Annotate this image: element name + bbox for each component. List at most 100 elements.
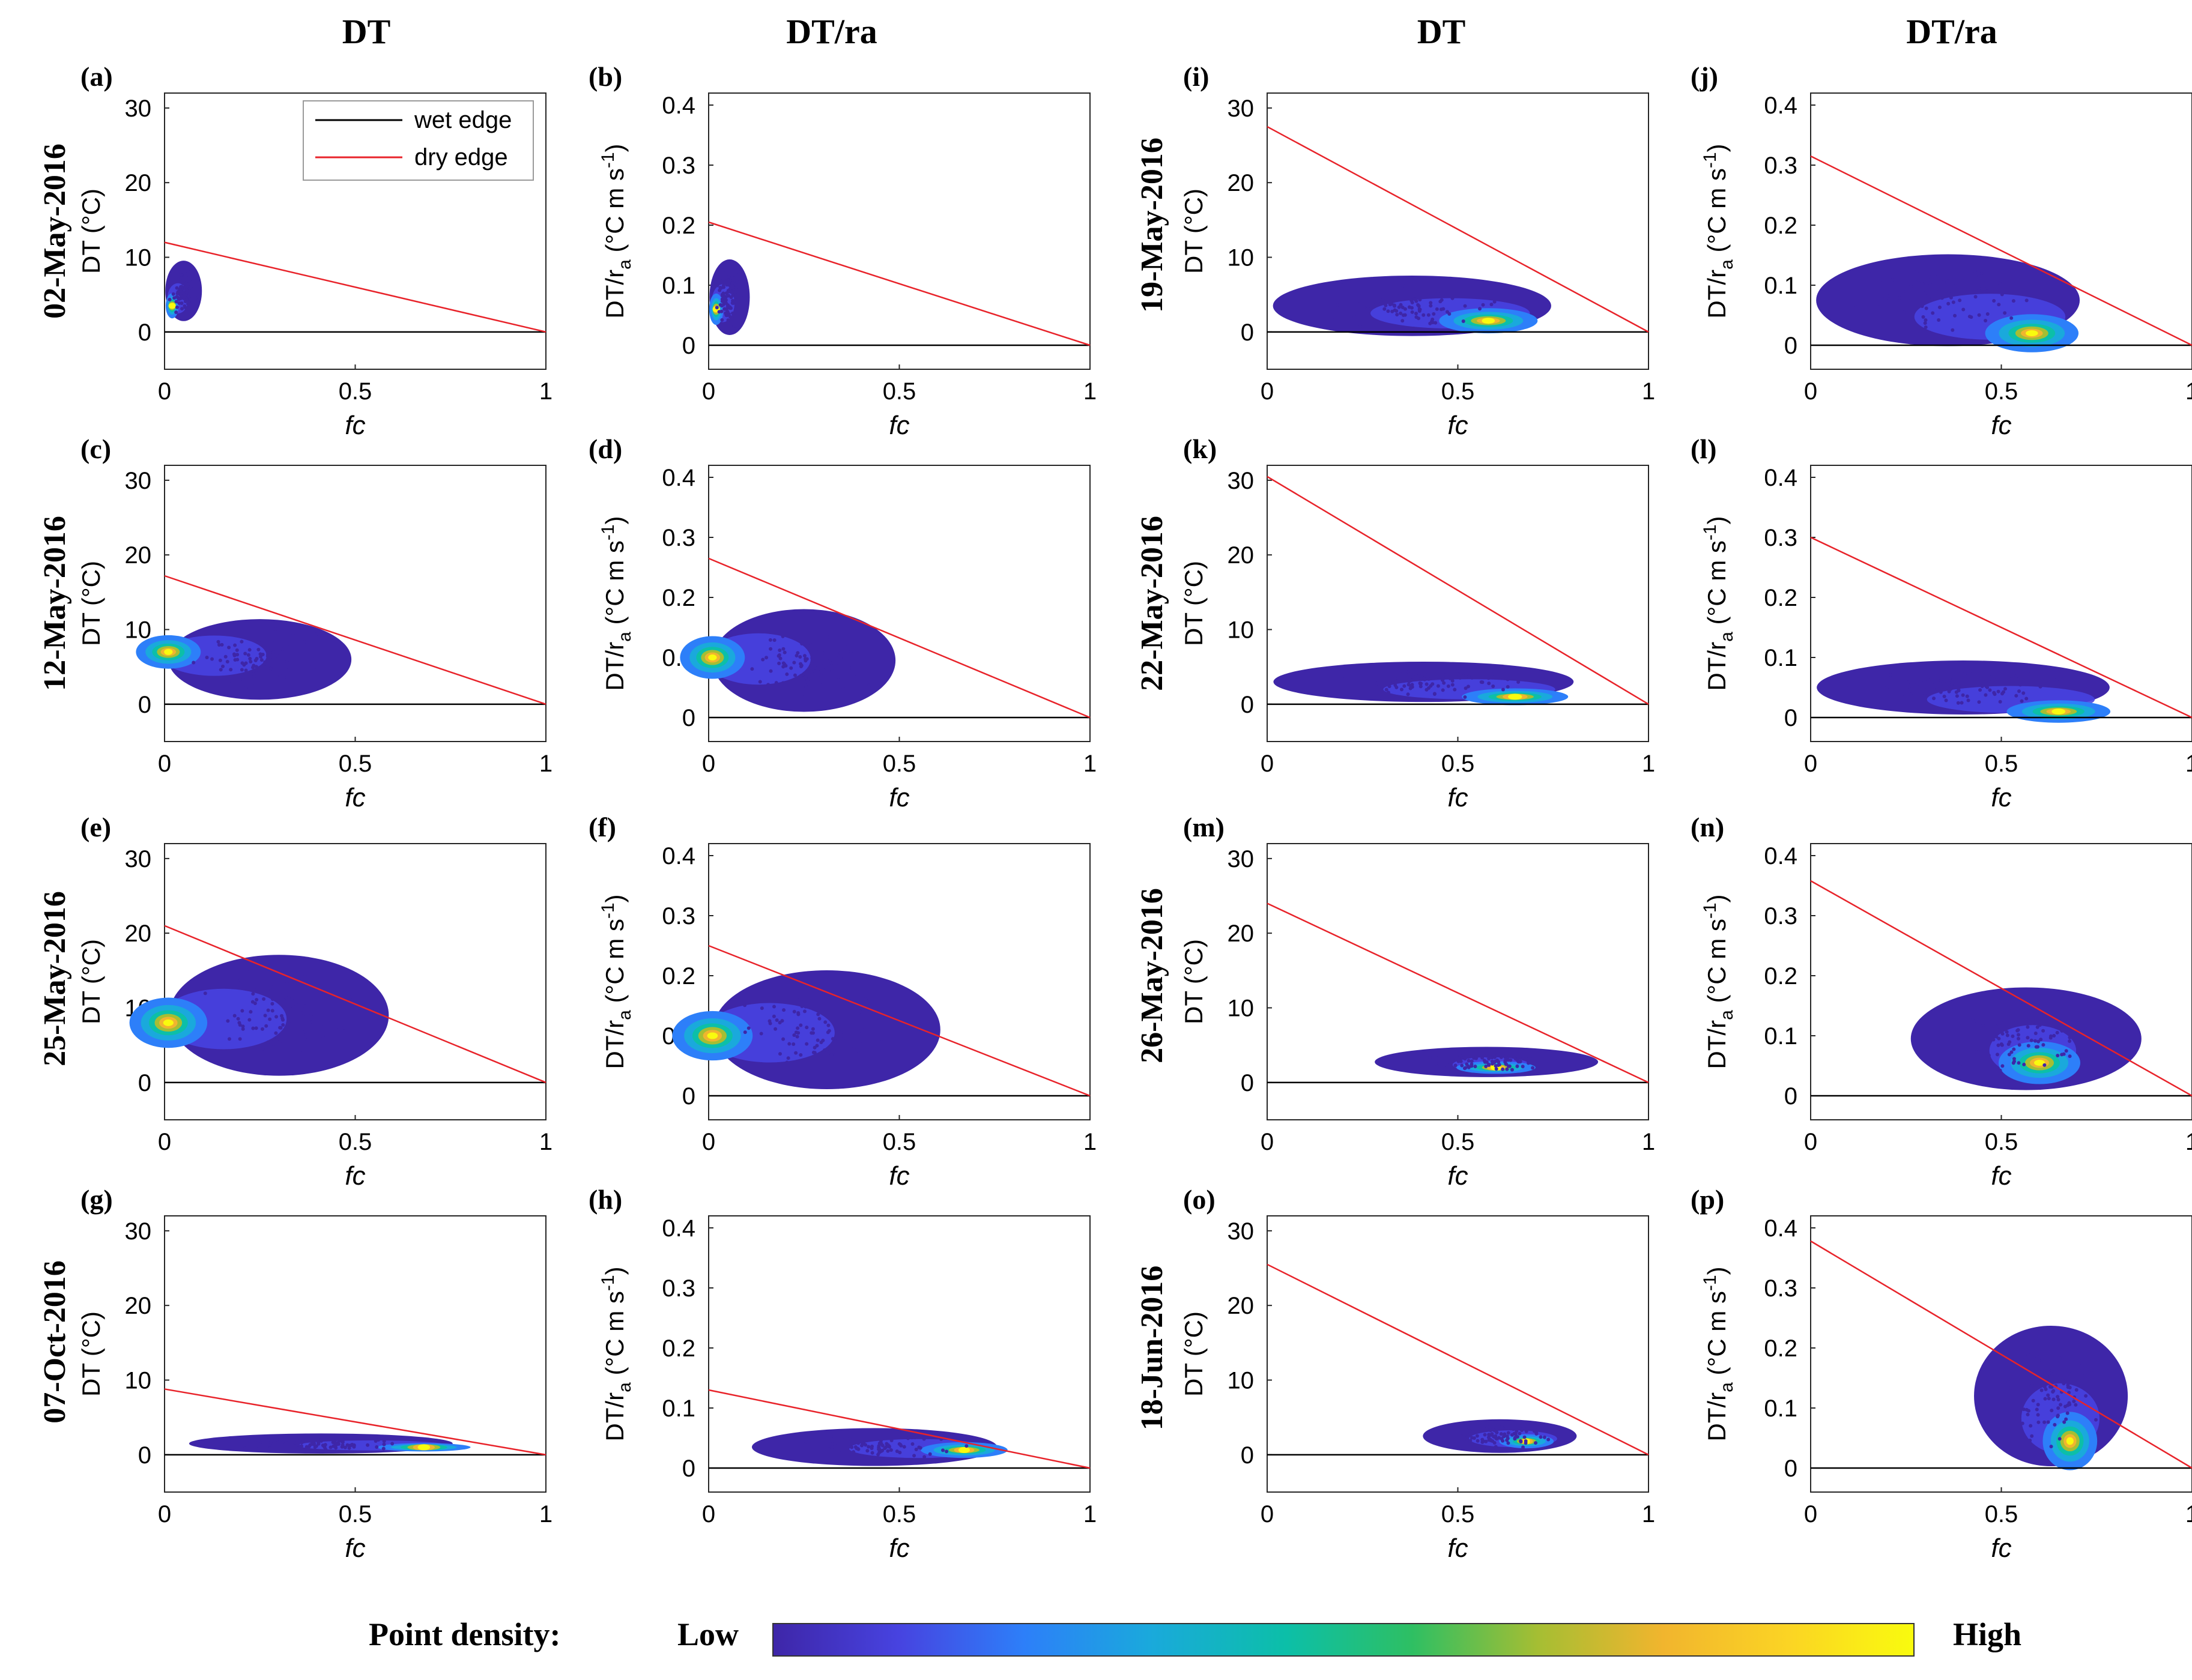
data-point [1924, 291, 1928, 295]
data-point [1382, 307, 1387, 311]
data-point [2036, 1045, 2040, 1049]
data-point [1381, 298, 1385, 302]
y-tick-label: 0.2 [662, 213, 695, 239]
data-point [1539, 1435, 1543, 1439]
data-point [2076, 1382, 2080, 1386]
data-point [1489, 303, 1494, 307]
data-point [233, 643, 237, 647]
x-tick-label: 1 [539, 378, 553, 405]
data-point [248, 1440, 252, 1444]
x-tick-label: 0.5 [1985, 751, 2018, 777]
dry-edge-line [164, 241, 546, 333]
x-tick-label: 1 [1083, 1129, 1097, 1155]
data-point [1909, 692, 1913, 696]
x-axis-label: fc [889, 1533, 909, 1563]
data-point [2064, 1417, 2068, 1421]
data-point [2055, 678, 2059, 682]
data-point [1912, 683, 1916, 687]
data-point [2033, 1031, 2038, 1035]
data-point [889, 1438, 894, 1442]
data-point [1506, 1431, 1510, 1435]
data-point [1995, 1053, 1999, 1057]
panel: 0 0.5 1 0 0.1 0.2 0.3 0.4 fc DT/ra (°C m s-1) (l) [1691, 434, 2192, 812]
y-tick-label: 30 [125, 95, 152, 122]
data-point [1518, 1431, 1522, 1436]
data-point [1421, 1069, 1426, 1073]
data-point [1510, 1433, 1514, 1437]
data-point [841, 686, 846, 690]
column-header-3: DT [1417, 12, 1466, 51]
data-point [1515, 1064, 1519, 1068]
data-point [1530, 1057, 1534, 1061]
data-point [889, 1448, 893, 1452]
column-header-4: DT/ra [1906, 12, 1997, 51]
y-axis-label: DT (°C) [1179, 1311, 1208, 1397]
data-point [245, 970, 249, 974]
data-point [2017, 1043, 2021, 1047]
data-point [917, 1445, 921, 1449]
data-point [2035, 1355, 2039, 1359]
data-point [270, 680, 274, 684]
data-point [865, 1449, 870, 1453]
data-point [836, 1443, 840, 1447]
data-point [1481, 303, 1485, 307]
data-point [787, 1042, 792, 1046]
data-point [297, 638, 301, 642]
data-point [341, 1443, 345, 1447]
data-point [1499, 1055, 1503, 1059]
data-point [2046, 1420, 2050, 1424]
data-point [1470, 1059, 1474, 1063]
data-point [895, 1024, 899, 1028]
data-point [298, 998, 302, 1002]
data-point [792, 1009, 796, 1014]
data-point [1429, 301, 1433, 305]
data-point [813, 666, 817, 670]
data-point [841, 1036, 846, 1041]
data-point [290, 1443, 294, 1447]
data-point [1931, 709, 1935, 713]
y-axis-label: DT/ra (°C m s-1) [1700, 144, 1737, 318]
data-point [2007, 1053, 2011, 1057]
data-point [1890, 278, 1894, 282]
data-point [1385, 298, 1389, 302]
data-point [1492, 1060, 1496, 1065]
data-point [1475, 1434, 1479, 1438]
data-point [795, 1035, 799, 1039]
data-point [1956, 701, 1960, 705]
data-point [1522, 1435, 1527, 1439]
data-point [269, 653, 273, 657]
data-point [819, 669, 823, 674]
data-point [731, 285, 736, 289]
data-point [271, 997, 275, 1002]
x-tick-label: 1 [1083, 751, 1097, 777]
data-point [1487, 1433, 1491, 1437]
data-point [1421, 313, 1426, 317]
data-point [810, 643, 814, 647]
data-point [1885, 293, 1889, 297]
data-point [809, 679, 813, 683]
x-tick-label: 0.5 [1441, 378, 1475, 405]
data-point [1944, 698, 1948, 703]
x-axis-label: fc [1447, 1533, 1468, 1563]
data-point [1521, 1445, 1525, 1449]
data-point [352, 1443, 356, 1448]
data-point [1443, 1054, 1447, 1058]
data-point [719, 304, 724, 308]
data-point [1480, 1437, 1485, 1442]
data-point [1466, 684, 1470, 689]
data-point [390, 1442, 395, 1446]
data-point [304, 1015, 308, 1020]
data-point [843, 683, 847, 687]
data-point [1315, 690, 1319, 695]
data-point [805, 1026, 809, 1030]
data-point [796, 1026, 800, 1030]
data-point [2006, 1042, 2011, 1047]
panel-letter: (b) [589, 61, 622, 92]
data-point [223, 654, 228, 659]
y-tick-label: 30 [1228, 95, 1255, 122]
panel: 0 0.5 1 0 0.1 0.2 0.3 0.4 fc DT/ra (°C m s-1) (h) [589, 1184, 1097, 1563]
dry-edge-line [708, 944, 1091, 1097]
data-point [1450, 678, 1455, 683]
data-point [731, 311, 735, 315]
data-point [743, 1003, 747, 1008]
